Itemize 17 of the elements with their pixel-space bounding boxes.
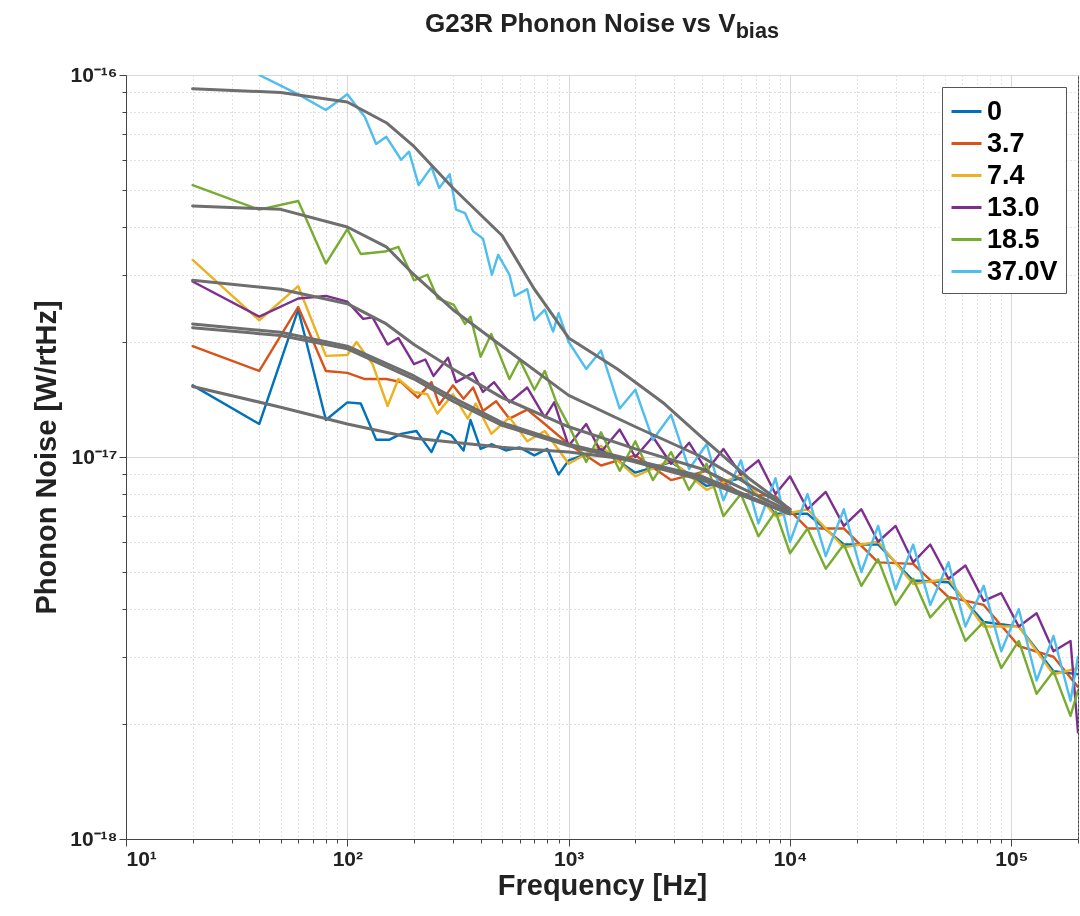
legend-label: 7.4 bbox=[987, 159, 1025, 190]
y-axis-title: Phonon Noise [W/rtHz] bbox=[30, 300, 63, 615]
chart-title: G23R Phonon Noise vs V$_{bias}$ bbox=[424, 8, 780, 45]
x-tick-label: 10³ bbox=[554, 846, 585, 870]
legend-label: 18.5 bbox=[987, 223, 1040, 254]
legend-label: 37.0V bbox=[987, 255, 1058, 286]
legend-label: 13.0 bbox=[987, 191, 1040, 222]
y-tick-label: 10⁻¹⁸ bbox=[70, 826, 118, 850]
legend-label: 0 bbox=[987, 95, 1003, 126]
x-axis-title: Frequency [Hz] bbox=[497, 868, 708, 901]
y-tick-label: 10⁻¹⁶ bbox=[70, 62, 118, 86]
y-tick-label: 10⁻¹⁷ bbox=[71, 444, 118, 468]
legend-label: 3.7 bbox=[987, 127, 1025, 158]
x-tick-label: 10² bbox=[332, 846, 364, 870]
x-tick-label: 10⁵ bbox=[995, 846, 1029, 870]
x-tick-label: 10⁴ bbox=[773, 846, 808, 870]
x-tick-label: 10¹ bbox=[126, 846, 157, 870]
